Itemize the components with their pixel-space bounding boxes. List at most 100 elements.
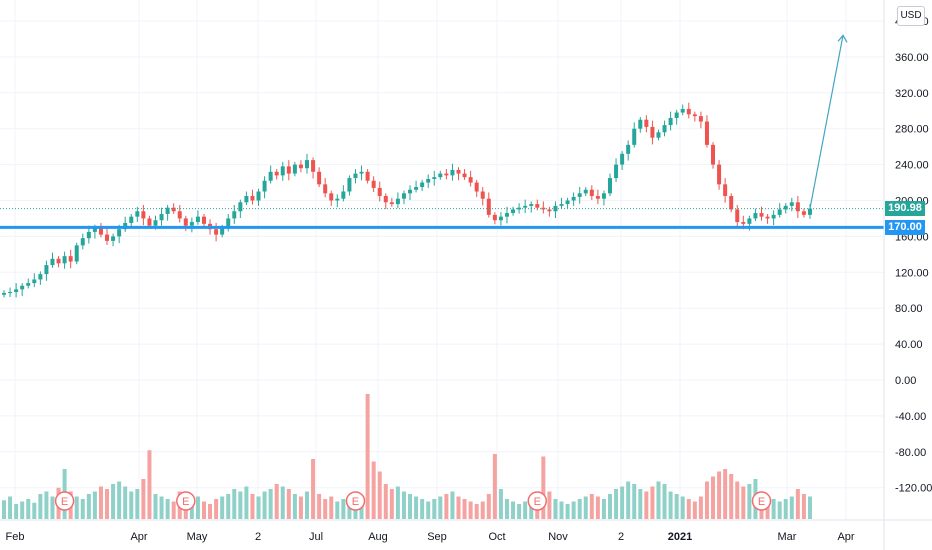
volume-bar	[723, 469, 728, 519]
volume-bar	[292, 494, 297, 519]
x-tick-label: Sep	[427, 531, 447, 543]
last-price-tag: 190.98	[885, 201, 925, 217]
volume-bar	[359, 501, 364, 519]
candle-body	[165, 207, 170, 214]
candle-body	[323, 184, 328, 194]
candle-body	[201, 216, 206, 224]
volume-bar	[644, 491, 649, 519]
earnings-marker-label: E	[182, 496, 189, 508]
earnings-marker-icon[interactable]: E	[176, 491, 196, 511]
volume-bar	[595, 496, 600, 519]
volume-bar	[38, 494, 43, 519]
earnings-marker-icon[interactable]: E	[345, 491, 366, 511]
candle-body	[620, 153, 625, 165]
volume-bar	[414, 496, 419, 519]
candle-body	[680, 108, 685, 113]
volume-bar	[656, 481, 661, 519]
volume-bar	[32, 502, 37, 519]
earnings-marker-icon[interactable]: E	[54, 491, 75, 511]
candle-body	[232, 211, 237, 219]
time-axis[interactable]: Feb Apr May 2 Jul Aug Sep Oct Nov 2 2021 Mar Apr	[0, 519, 932, 543]
arrow-up-icon	[837, 34, 848, 43]
volume-bar	[250, 494, 255, 519]
volume-bar	[135, 489, 140, 519]
volume-bar	[444, 494, 449, 519]
candle-body	[274, 171, 279, 176]
candle-body	[729, 196, 734, 210]
candle-body	[456, 169, 461, 174]
volume-bar	[735, 481, 740, 519]
volume-bar	[20, 501, 25, 519]
candle-body	[26, 283, 31, 286]
candle-body	[147, 218, 152, 226]
candle-body	[783, 205, 788, 210]
volume-bar	[511, 501, 516, 519]
projection-arrow[interactable]	[809, 34, 848, 209]
volume-bar	[426, 501, 431, 519]
volume-bars	[2, 394, 812, 519]
candle-body	[735, 209, 740, 223]
volume-bar	[268, 489, 273, 519]
projection-line[interactable]	[809, 35, 844, 209]
volume-bar	[529, 499, 534, 519]
price-axis[interactable]: 400.00360.00320.00280.00240.00200.00160.…	[883, 0, 932, 550]
volume-bar	[141, 479, 146, 519]
candle-body	[389, 202, 394, 205]
volume-bar	[232, 489, 237, 519]
candle-body	[80, 238, 85, 246]
volume-bar	[171, 501, 176, 519]
candle-body	[547, 209, 552, 212]
volume-bar	[377, 471, 382, 519]
earnings-marker-label: E	[534, 496, 541, 508]
earnings-marker-icon[interactable]: E	[751, 491, 772, 511]
volume-bar	[238, 491, 243, 519]
candle-body	[711, 144, 716, 165]
volume-bar	[777, 501, 782, 519]
volume-bar	[80, 499, 85, 519]
candle-body	[2, 292, 6, 295]
volume-bar	[44, 491, 49, 519]
grid	[0, 0, 884, 520]
candle-body	[626, 144, 631, 154]
volume-bar	[680, 496, 685, 519]
volume-bar	[601, 499, 606, 519]
candle-body	[438, 173, 443, 178]
candle-body	[408, 189, 413, 194]
volume-bar	[159, 496, 164, 519]
candle-body	[244, 196, 249, 203]
earnings-marker-label: E	[61, 496, 68, 508]
volume-bar	[147, 450, 152, 519]
volume-bar	[2, 500, 6, 519]
candle-body	[341, 191, 346, 199]
volume-bar	[717, 471, 722, 519]
candle-body	[298, 164, 303, 169]
candle-body	[608, 178, 612, 194]
candle-body	[371, 180, 376, 188]
volume-bar	[226, 494, 231, 519]
volume-bar	[165, 499, 170, 519]
volume-bar	[583, 496, 588, 519]
x-tick-label: Oct	[488, 531, 505, 543]
candle-body	[753, 213, 758, 219]
candle-body	[159, 213, 164, 221]
volume-bar	[450, 491, 455, 519]
candle-body	[226, 218, 231, 228]
volume-bar	[317, 494, 322, 519]
volume-bar	[383, 484, 388, 519]
earnings-marker-icon[interactable]: E	[527, 491, 548, 511]
price-candles	[2, 102, 812, 298]
candle-body	[474, 182, 479, 192]
volume-bar	[189, 499, 194, 519]
volume-bar	[571, 501, 576, 519]
currency-badge[interactable]: USD	[897, 6, 925, 26]
candle-body	[480, 191, 485, 199]
candle-body	[777, 209, 782, 215]
candle-body	[468, 177, 473, 183]
x-tick-label: May	[187, 531, 208, 543]
volume-bar	[795, 489, 800, 519]
candle-body	[498, 216, 503, 221]
earnings-marker-label: E	[758, 496, 765, 508]
volume-bar	[335, 501, 340, 519]
